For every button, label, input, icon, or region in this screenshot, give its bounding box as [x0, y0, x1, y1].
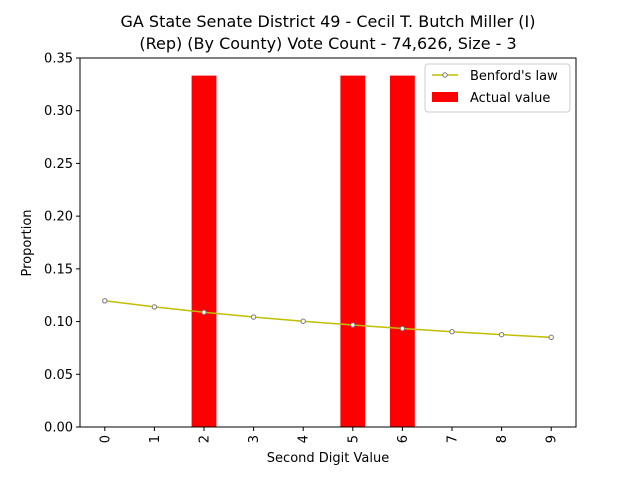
y-tick-label: 0.30: [44, 104, 73, 119]
benford-point-4: [300, 318, 306, 324]
x-axis-label: Second Digit Value: [267, 451, 389, 466]
benford-point-8: [498, 331, 505, 338]
chart-title-line1: GA State Senate District 49 - Cecil T. B…: [121, 12, 536, 31]
x-tick-label: 2: [198, 435, 213, 443]
benford-point-7: [449, 328, 455, 335]
y-tick-label: 0.25: [44, 157, 73, 172]
x-tick-label: 3: [247, 435, 262, 443]
x-tick-label: 4: [297, 435, 312, 443]
legend: Benford's law Actual value: [424, 63, 571, 113]
y-axis: 0.00 0.05 0.10 0.15 0.20 0.25 0.30 0.35: [44, 52, 80, 436]
benford-point-2: [201, 309, 207, 315]
benford-point-3: [250, 314, 257, 320]
legend-line-marker: [442, 72, 448, 78]
y-tick-label: 0.05: [44, 368, 73, 383]
benford-point-6: [399, 325, 406, 332]
y-tick-label: 0.35: [44, 52, 73, 67]
bar-group: [191, 75, 415, 428]
bar-2: [191, 75, 217, 428]
benford-point-1: [151, 304, 158, 310]
plot-frame: [79, 57, 577, 428]
benford-point-5: [350, 322, 356, 328]
benford-line-group: [102, 298, 554, 341]
legend-label-benford: Benford's law: [470, 69, 558, 84]
bar-6: [390, 75, 415, 428]
benford-point-9: [548, 334, 554, 341]
x-tick-label: 1: [148, 435, 163, 443]
x-tick-label: 6: [396, 435, 411, 443]
y-tick-label: 0.20: [44, 210, 73, 225]
benford-line: [104, 300, 552, 339]
chart-title-line2: (Rep) (By County) Vote Count - 74,626, S…: [139, 34, 516, 53]
legend-box: [424, 63, 571, 113]
y-tick-label: 0.15: [44, 262, 73, 277]
bar-5: [340, 75, 366, 428]
y-tick-label: 0.00: [44, 421, 73, 436]
x-tick-label: 5: [346, 435, 361, 443]
y-tick-label: 0.10: [44, 315, 73, 330]
y-axis-label: Proportion: [20, 209, 35, 276]
x-tick-label: 0: [98, 435, 113, 443]
x-tick-label: 8: [495, 435, 510, 443]
legend-label-actual: Actual value: [470, 91, 550, 106]
x-tick-label: 9: [545, 435, 560, 443]
legend-bar-swatch: [432, 92, 458, 102]
benford-point-0: [102, 298, 108, 304]
x-tick-label: 7: [446, 435, 461, 443]
x-axis: 0 1 2 3 4 5 6 7 8 9: [98, 427, 560, 443]
